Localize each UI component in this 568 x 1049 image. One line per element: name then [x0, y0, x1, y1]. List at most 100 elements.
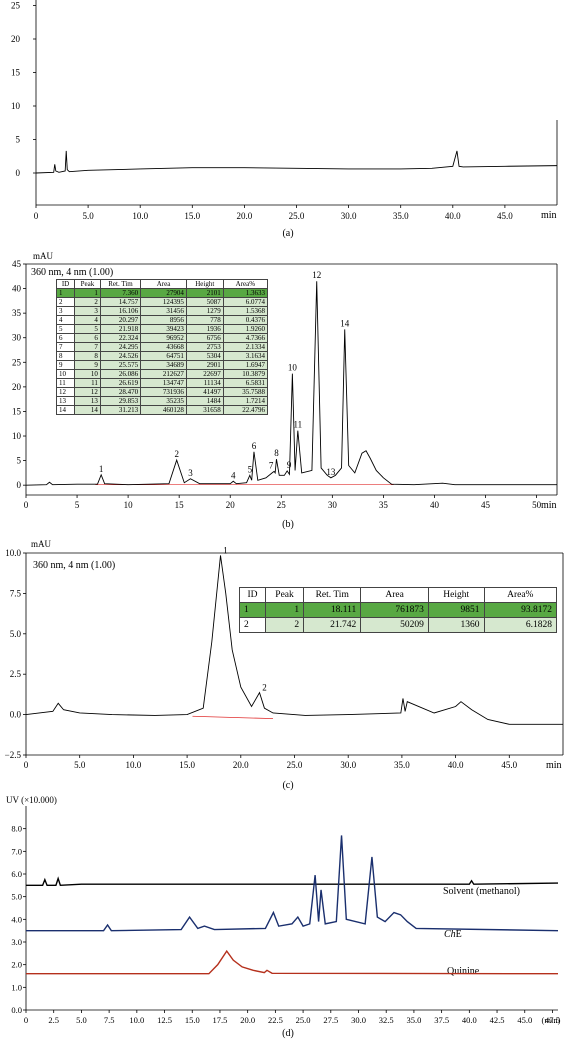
- x-unit-label: (min): [542, 1015, 561, 1025]
- cell-id: 12: [55, 387, 76, 397]
- cell-id: 2: [239, 617, 266, 633]
- col-header-ret-time: Ret. Tim: [303, 587, 362, 603]
- peak-table-header-row: ID Peak Ret. Tim Area Height Area%: [55, 279, 269, 289]
- x-tick-label: 35.0: [406, 1015, 421, 1025]
- col-header-id: ID: [55, 279, 76, 289]
- peak-table-row: 12 12 28.470 731936 41497 35.7588: [55, 387, 269, 397]
- che-trace: [26, 835, 559, 932]
- x-tick-label: 15.0: [179, 760, 195, 770]
- x-tick-label: 50: [532, 500, 542, 510]
- col-header-height: Height: [185, 279, 224, 289]
- peak-label: 8: [274, 448, 279, 458]
- panel-d-traces: 0.0 1.0 2.0 3.0 4.0 5.0 6.0 7.0 8.0 0 2.5 5.0 7.5 10.…: [11, 806, 561, 1025]
- x-tick-label: 20.0: [233, 760, 249, 770]
- y-tick-label: 25: [12, 357, 22, 367]
- panel-b: mAU 360 nm, 4 nm (1.00) (b) min 05101520…: [12, 251, 558, 530]
- y-tick-label: 10.0: [5, 548, 21, 558]
- y-tick-label: 30: [12, 333, 22, 343]
- x-tick-label: 30.0: [351, 1015, 366, 1025]
- cell-area: 43668: [140, 342, 187, 352]
- cell-peak: 3: [74, 306, 101, 316]
- cell-id: 6: [55, 333, 76, 343]
- y-tick-label: 7.0: [11, 846, 22, 856]
- y-tick-label: 0.0: [10, 710, 22, 720]
- col-header-id: ID: [239, 587, 266, 603]
- y-tick-label: 0: [17, 480, 22, 490]
- x-tick-label: 17.5: [213, 1015, 228, 1025]
- x-tick-label: 15: [175, 500, 185, 510]
- y-tick-label: 40: [12, 284, 22, 294]
- peak-label: 6: [252, 441, 257, 451]
- cell-area-percent: 3.1634: [222, 351, 269, 361]
- che-trace-label: ChE: [444, 929, 462, 940]
- y-tick-label: 2.0: [11, 960, 22, 970]
- peak-table-row: 2 2 21.742 50209 1360 6.1828: [239, 617, 558, 633]
- x-tick-label: 20: [226, 500, 236, 510]
- integration-baseline: [192, 715, 274, 720]
- x-tick-label: 37.5: [434, 1015, 449, 1025]
- peak-table-row: 1 1 7.360 27904 2101 1.3633: [55, 288, 269, 298]
- peak-table-row: 5 5 21.918 39423 1936 1.9260: [55, 324, 269, 334]
- cell-peak: 9: [74, 360, 101, 370]
- cell-peak: 10: [74, 369, 101, 379]
- col-header-peak: Peak: [264, 587, 305, 603]
- cell-id: 5: [55, 324, 76, 334]
- y-tick-label: 4.0: [11, 914, 22, 924]
- cell-ret-time: 25.575: [99, 360, 142, 370]
- x-tick-label: 45.0: [497, 211, 513, 221]
- peak-table-row: 8 8 24.526 64751 5304 3.1634: [55, 351, 269, 361]
- y-tick-label: −2.5: [5, 750, 22, 760]
- cell-area: 731936: [140, 387, 187, 397]
- cell-area-percent: 4.7366: [222, 333, 269, 343]
- cell-ret-time: 20.297: [99, 315, 142, 325]
- cell-height: 778: [185, 315, 224, 325]
- x-tick-label: 2.5: [48, 1015, 59, 1025]
- cell-height: 1279: [185, 306, 224, 316]
- y-tick-label: 20: [12, 382, 22, 392]
- cell-ret-time: 16.106: [99, 306, 142, 316]
- cell-peak: 1: [264, 602, 305, 618]
- cell-area-percent: 10.3879: [222, 369, 269, 379]
- cell-area-percent: 1.6947: [222, 360, 269, 370]
- cell-area-percent: 6.5831: [222, 378, 269, 388]
- x-tick-label: 35: [379, 500, 389, 510]
- cell-area: 134747: [140, 378, 187, 388]
- cell-id: 7: [55, 342, 76, 352]
- panel-b-caption: (b): [282, 519, 294, 530]
- y-tick-label: 8.0: [11, 824, 22, 834]
- panel-c-peak-table: ID Peak Ret. Tim Area Height Area% 1 1 18.…: [239, 587, 558, 633]
- x-tick-label: 45.0: [501, 760, 517, 770]
- peak-label: 5: [248, 465, 253, 475]
- peak-label: 12: [312, 270, 321, 280]
- peak-label: 11: [293, 419, 302, 429]
- cell-peak: 4: [74, 315, 101, 325]
- panel-c: mAU 360 nm, 4 nm (1.00) (c) min −2.5 0.0 2…: [5, 539, 564, 791]
- cell-height: 5087: [185, 297, 224, 307]
- y-tick-label: 0.0: [11, 1005, 22, 1015]
- x-tick-label: 12.5: [157, 1015, 172, 1025]
- peak-label: 13: [326, 467, 336, 477]
- y-tick-label: 1.0: [11, 982, 22, 992]
- x-tick-label: 45: [481, 500, 491, 510]
- x-tick-label: 10.0: [126, 760, 142, 770]
- cell-ret-time: 21.918: [99, 324, 142, 334]
- cell-id: 11: [55, 378, 76, 388]
- cell-area-percent: 0.4376: [222, 315, 269, 325]
- cell-height: 31658: [185, 405, 224, 415]
- cell-area-percent: 1.5368: [222, 306, 269, 316]
- cell-id: 14: [55, 405, 76, 415]
- col-header-area: Area: [140, 279, 187, 289]
- cell-ret-time: 24.526: [99, 351, 142, 361]
- panel-a: (a) min 0 5 10 15 20 25 0 5.0 10.0 15.0 20.0 25.0 30…: [11, 0, 558, 239]
- y-tick-label: 5.0: [10, 629, 22, 639]
- cell-area: 761873: [360, 602, 429, 618]
- cell-area: 64751: [140, 351, 187, 361]
- panel-d-y-unit: UV (×10.000): [6, 795, 57, 805]
- chromatogram-trace-a: [35, 150, 558, 174]
- col-header-peak: Peak: [74, 279, 101, 289]
- cell-ret-time: 18.111: [303, 602, 362, 618]
- col-header-ret-time: Ret. Tim: [99, 279, 142, 289]
- cell-peak: 5: [74, 324, 101, 334]
